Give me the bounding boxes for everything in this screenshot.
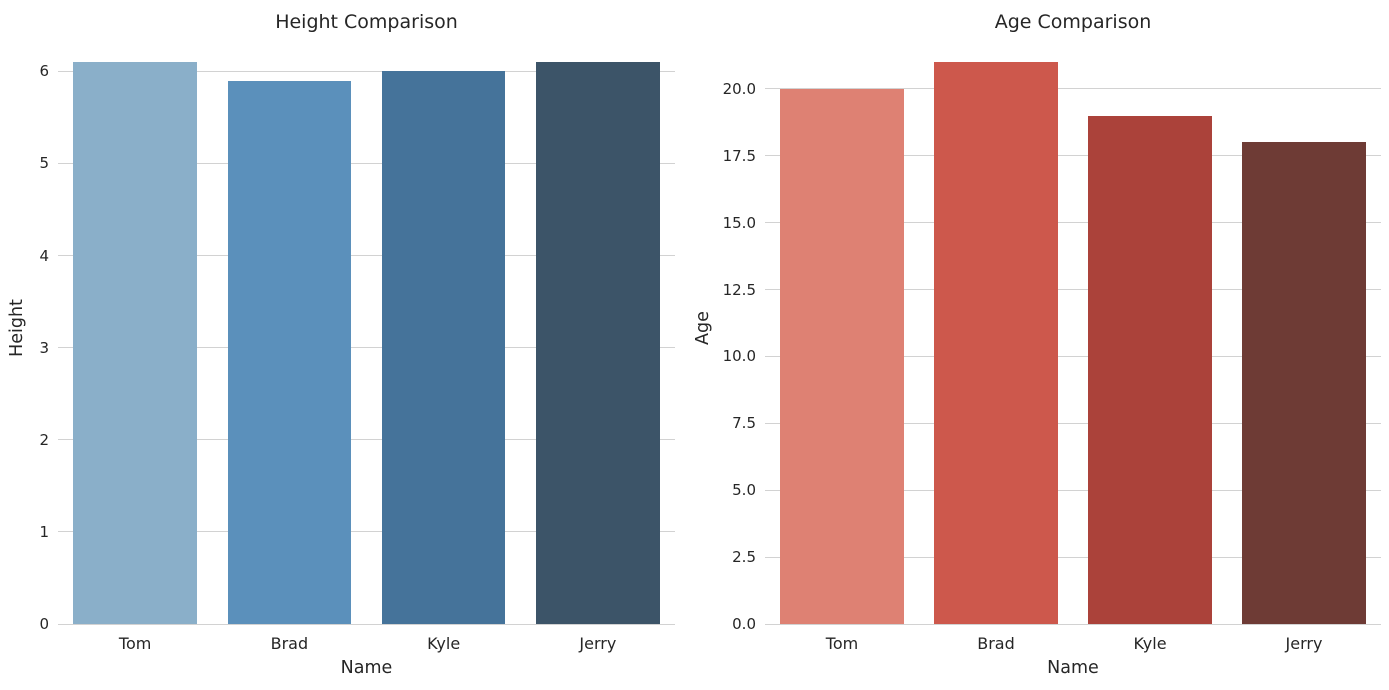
gridline [58, 623, 675, 625]
gridline [58, 531, 675, 533]
gridline [58, 70, 675, 72]
x-tick-label: Brad [270, 634, 309, 653]
x-tick-label: Jerry [579, 634, 617, 653]
gridline [58, 255, 675, 257]
gridline [765, 422, 1381, 424]
x-tick-label: Tom [118, 634, 152, 653]
plot-area [765, 34, 1381, 625]
x-tick-label: Brad [977, 634, 1015, 653]
y-tick-label: 15.0 [722, 213, 756, 232]
chart-title: Height Comparison [275, 11, 458, 33]
gridline [765, 623, 1381, 625]
y-tick-label: 2 [39, 430, 49, 449]
y-tick-label: 12.5 [722, 280, 756, 299]
bar-jerry [1242, 142, 1366, 624]
gridline [58, 439, 675, 441]
chart-title: Age Comparison [994, 11, 1152, 33]
bar-tom [73, 62, 197, 624]
x-tick-label: Tom [825, 634, 859, 653]
x-axis-label: Name [340, 658, 393, 678]
gridline [765, 556, 1381, 558]
plot-area [58, 34, 675, 625]
bar-brad [227, 80, 352, 624]
y-tick-label: 20.0 [722, 79, 756, 98]
gridline [765, 222, 1381, 224]
y-tick-label: 2.5 [732, 548, 756, 567]
gridline [765, 88, 1381, 90]
gridline [765, 155, 1381, 157]
y-tick-label: 3 [39, 338, 49, 357]
bar-kyle [381, 71, 506, 624]
x-axis-label: Name [1047, 658, 1099, 678]
bar-kyle [1088, 115, 1212, 624]
bar-brad [934, 62, 1058, 624]
y-tick-label: 6 [39, 62, 49, 81]
gridline [58, 162, 675, 164]
x-tick-label: Kyle [427, 634, 461, 653]
y-tick-label: 5 [39, 154, 49, 173]
gridline [58, 347, 675, 349]
x-tick-label: Kyle [1133, 634, 1167, 653]
y-tick-label: 0 [39, 615, 49, 633]
y-tick-label: 4 [39, 246, 49, 265]
y-tick-label: 17.5 [722, 146, 756, 165]
y-tick-label: 0.0 [732, 615, 756, 633]
bar-tom [780, 88, 904, 624]
bar-jerry [536, 62, 660, 624]
y-tick-label: 5.0 [732, 481, 756, 500]
y-tick-label: 1 [39, 522, 49, 541]
x-tick-label: Jerry [1285, 634, 1323, 653]
y-axis-label: Age [693, 311, 713, 345]
gridline [765, 289, 1381, 291]
y-tick-label: 7.5 [732, 414, 756, 433]
gridline [765, 355, 1381, 357]
y-tick-label: 10.0 [722, 347, 756, 366]
gridline [765, 489, 1381, 491]
